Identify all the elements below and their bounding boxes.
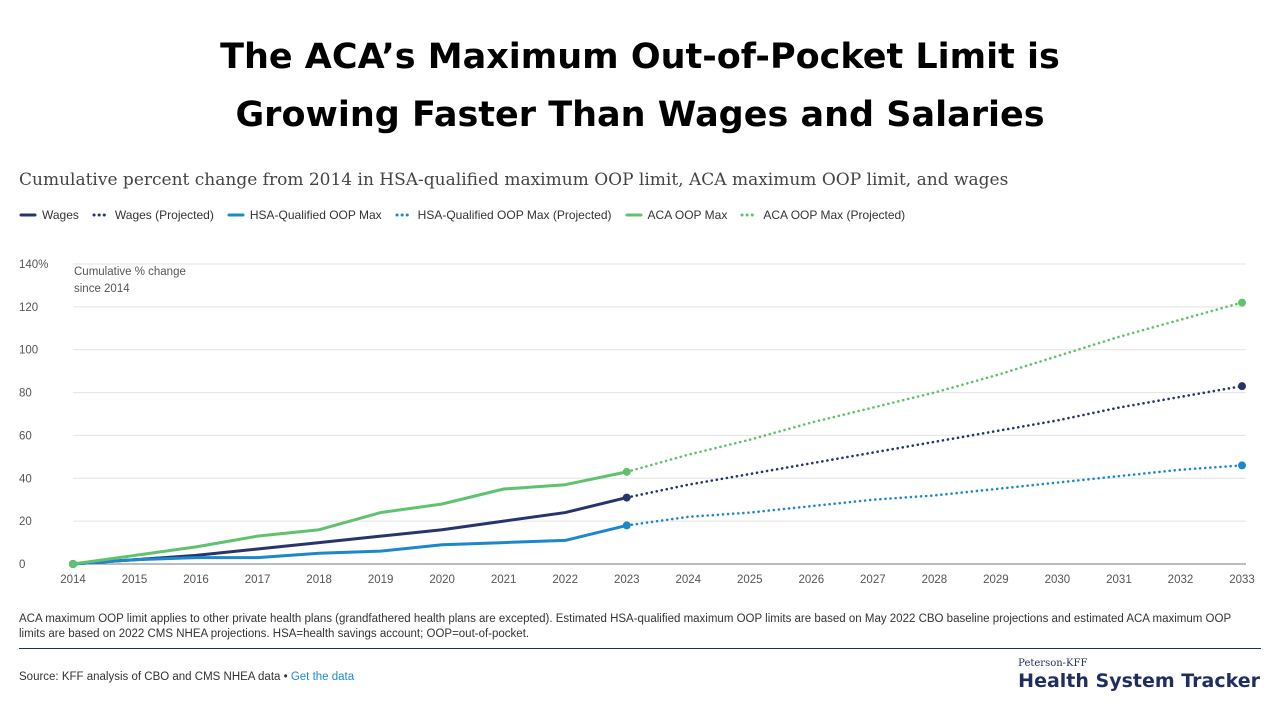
x-tick-label: 2028 bbox=[922, 574, 948, 586]
legend-label: Wages (Projected) bbox=[114, 208, 214, 222]
headline: The ACA’s Maximum Out-of-Pocket Limit is… bbox=[0, 28, 1280, 144]
legend-label: ACA OOP Max bbox=[647, 208, 728, 222]
endpoint-marker bbox=[1238, 382, 1246, 391]
source-text: Source: KFF analysis of CBO and CMS NHEA… bbox=[19, 671, 288, 683]
brand-small-text: Peterson-KFF bbox=[1018, 658, 1088, 669]
endpoint-marker bbox=[1238, 461, 1246, 470]
chart-note: ACA maximum OOP limit applies to other p… bbox=[19, 613, 1231, 640]
x-tick-label: 2030 bbox=[1045, 574, 1071, 586]
y-tick-label: 100 bbox=[19, 345, 38, 357]
chart-legend: Wages Wages (Projected) HSA-Qualified OOP … bbox=[19, 208, 918, 222]
x-tick-label: 2027 bbox=[860, 574, 886, 586]
headline-line-2: Growing Faster Than Wages and Salaries bbox=[235, 95, 1045, 135]
y-tick-label: 20 bbox=[19, 516, 32, 528]
endpoint-marker bbox=[622, 467, 631, 476]
series-line-hsa-qualified-oop-max bbox=[71, 523, 629, 566]
legend-label: Wages bbox=[42, 208, 79, 222]
source-line: Source: KFF analysis of CBO and CMS NHEA… bbox=[19, 671, 354, 683]
x-tick-label: 2015 bbox=[122, 574, 148, 586]
series-line-wages bbox=[71, 496, 629, 566]
x-tick-label: 2026 bbox=[799, 574, 825, 586]
legend-item: ACA OOP Max (Projected) bbox=[740, 208, 905, 222]
legend-swatch bbox=[395, 213, 413, 217]
x-tick-label: 2016 bbox=[183, 574, 209, 586]
footer-divider bbox=[19, 648, 1261, 649]
y-tick-label: 40 bbox=[19, 473, 32, 485]
y-axis-annotation: since 2014 bbox=[74, 283, 130, 295]
legend-swatch bbox=[625, 213, 643, 217]
x-tick-label: 2032 bbox=[1168, 574, 1194, 586]
line-chart: 0 20 40 60 80 100 120 140% 2014 2015 2016 2017 2018 2… bbox=[19, 259, 1255, 586]
x-tick-label: 2031 bbox=[1106, 574, 1132, 586]
x-tick-label: 2023 bbox=[614, 574, 640, 586]
y-tick-label: 120 bbox=[19, 302, 38, 314]
brand-name: Health System Tracker bbox=[1018, 670, 1260, 692]
endpoint-marker bbox=[622, 493, 631, 502]
x-tick-label: 2017 bbox=[245, 574, 271, 586]
chart-title: Cumulative percent change from 2014 in H… bbox=[19, 170, 1009, 190]
brand-logo: Peterson-KFF Health System Tracker bbox=[1018, 658, 1260, 692]
x-tick-label: 2014 bbox=[60, 574, 86, 586]
x-tick-label: 2020 bbox=[429, 574, 455, 586]
x-tick-label: 2019 bbox=[368, 574, 394, 586]
legend-item: Wages bbox=[19, 208, 79, 222]
x-tick-label: 2033 bbox=[1229, 574, 1255, 586]
x-tick-label: 2025 bbox=[737, 574, 763, 586]
legend-swatch bbox=[740, 213, 758, 217]
legend-label: ACA OOP Max (Projected) bbox=[763, 208, 906, 222]
legend-item: Wages (Projected) bbox=[92, 208, 214, 222]
start-marker bbox=[69, 560, 77, 568]
endpoint-marker bbox=[1238, 298, 1246, 307]
y-tick-label: 140% bbox=[19, 259, 48, 271]
legend-label: HSA-Qualified OOP Max (Projected) bbox=[417, 208, 612, 222]
legend-label: HSA-Qualified OOP Max bbox=[249, 208, 382, 222]
series-line-aca-oop-max bbox=[71, 470, 629, 566]
y-tick-label: 0 bbox=[19, 559, 25, 571]
legend-swatch bbox=[92, 213, 110, 217]
y-tick-label: 80 bbox=[19, 388, 32, 400]
legend-item: HSA-Qualified OOP Max (Projected) bbox=[395, 208, 612, 222]
x-tick-label: 2029 bbox=[983, 574, 1009, 586]
get-the-data-link[interactable]: Get the data bbox=[290, 671, 355, 683]
series-line-hsa-qualified-oop-max-projected bbox=[625, 464, 1244, 527]
y-tick-label: 60 bbox=[19, 430, 32, 442]
legend-swatch bbox=[227, 213, 245, 217]
endpoint-marker bbox=[622, 521, 631, 530]
series-line-aca-oop-max-projected bbox=[625, 301, 1244, 474]
series-line-wages-projected bbox=[625, 384, 1244, 499]
x-tick-label: 2024 bbox=[675, 574, 701, 586]
legend-item: HSA-Qualified OOP Max bbox=[227, 208, 382, 222]
y-axis-annotation: Cumulative % change bbox=[74, 266, 186, 278]
headline-line-1: The ACA’s Maximum Out-of-Pocket Limit is bbox=[220, 37, 1060, 77]
x-tick-label: 2021 bbox=[491, 574, 517, 586]
legend-swatch bbox=[19, 213, 37, 217]
x-tick-label: 2018 bbox=[306, 574, 332, 586]
legend-item: ACA OOP Max bbox=[625, 208, 728, 222]
x-tick-label: 2022 bbox=[552, 574, 578, 586]
